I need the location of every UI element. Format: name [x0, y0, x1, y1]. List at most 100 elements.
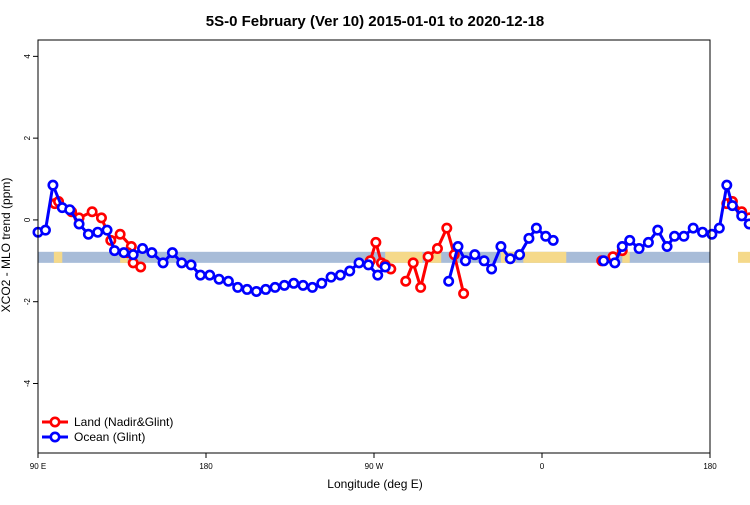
series-1-point	[204, 269, 216, 281]
series-0-point	[95, 212, 107, 224]
band-land-3	[428, 251, 442, 263]
band-land-7	[738, 251, 750, 263]
series-1-point	[642, 236, 654, 248]
series-1-point	[118, 247, 130, 259]
series-1-point	[661, 241, 673, 253]
y-tick-label-0: -4	[23, 379, 32, 387]
series-1-point	[157, 257, 169, 269]
series-1-point	[334, 269, 346, 281]
series-1-point	[736, 210, 748, 222]
y-tick-label-4: 4	[23, 54, 32, 59]
series-1-point	[609, 257, 621, 269]
series-1-point	[146, 247, 158, 259]
x-tick-label-0: 90 E	[30, 462, 46, 471]
series-1-point	[678, 230, 690, 242]
series-1-point	[362, 259, 374, 271]
series-1-point	[137, 243, 149, 255]
series-1-point	[372, 269, 384, 281]
series-1-point	[452, 241, 464, 253]
series-1-point	[726, 200, 738, 212]
series-1-point	[495, 241, 507, 253]
series-1-point	[379, 261, 391, 273]
x-tick-label-3: 0	[540, 462, 545, 471]
series-1-point	[514, 249, 526, 261]
series-1-point	[241, 283, 253, 295]
x-tick-label-1: 180	[199, 462, 213, 471]
series-0-point	[431, 243, 443, 255]
series-0-point	[441, 222, 453, 234]
legend-label-0: Land (Nadir&Glint)	[74, 415, 173, 429]
x-tick-label-2: 90 W	[365, 462, 384, 471]
series-0-point	[458, 288, 470, 300]
series-1-point	[669, 230, 681, 242]
series-1-line-2	[603, 183, 750, 265]
chart-title: 5S-0 February (Ver 10) 2015-01-01 to 202…	[206, 13, 545, 30]
legend: Land (Nadir&Glint)Ocean (Glint)	[42, 415, 173, 444]
series-1-point	[706, 228, 718, 240]
legend-label-1: Ocean (Glint)	[74, 430, 145, 444]
series-1-point	[260, 283, 272, 295]
series-1-point	[92, 226, 104, 238]
series-1-point	[176, 257, 188, 269]
series-1-point	[194, 269, 206, 281]
series-layer	[32, 179, 750, 300]
series-1-point	[486, 263, 498, 275]
series-0-point	[135, 261, 147, 273]
series-1-point	[624, 234, 636, 246]
series-1-point	[530, 222, 542, 234]
series-1-point	[306, 281, 318, 293]
series-1-point	[652, 224, 664, 236]
x-axis-label: Longitude (deg E)	[327, 477, 422, 491]
y-tick-label-2: 0	[23, 217, 32, 222]
band-land-6	[622, 251, 630, 263]
series-0-point	[86, 206, 98, 218]
series-0-point	[370, 236, 382, 248]
series-1-point	[101, 224, 113, 236]
series-1-point	[469, 249, 481, 261]
series-1-point	[443, 275, 455, 287]
series-0-point	[415, 281, 427, 293]
legend-marker-0	[49, 416, 61, 428]
x-tick-label-4: 180	[703, 462, 717, 471]
series-1-point	[344, 265, 356, 277]
series-1-point	[353, 257, 365, 269]
series-1-point	[697, 226, 709, 238]
series-1-point	[250, 285, 262, 297]
series-1-point	[64, 204, 76, 216]
y-axis-label: XCO2 - MLO trend (ppm)	[0, 178, 13, 313]
series-1-point	[743, 218, 750, 230]
axes: 90 E 180 90 W 0 180 -4 -2 0 2 4	[23, 54, 717, 471]
series-1-point	[82, 228, 94, 240]
y-tick-label-3: 2	[23, 135, 32, 140]
series-1-point	[288, 277, 300, 289]
series-1-point	[459, 255, 471, 267]
series-1-point	[713, 222, 725, 234]
series-0	[49, 196, 750, 300]
series-1-point	[687, 222, 699, 234]
series-0-point	[422, 251, 434, 263]
series-0-point	[114, 228, 126, 240]
series-1-point	[547, 234, 559, 246]
series-1-point	[232, 281, 244, 293]
series-1-point	[109, 245, 121, 257]
series-1-point	[166, 247, 178, 259]
series-1-point	[47, 179, 59, 191]
series-1-point	[127, 249, 139, 261]
series-1-point	[616, 241, 628, 253]
series-1-point	[222, 275, 234, 287]
series-1-point	[278, 279, 290, 291]
series-1-point	[523, 232, 535, 244]
band-land-5	[523, 251, 567, 263]
series-1-point	[325, 271, 337, 283]
band-land-2	[385, 251, 423, 263]
y-tick-label-1: -2	[23, 298, 32, 306]
series-1-point	[73, 218, 85, 230]
band-land-0	[53, 251, 63, 263]
legend-marker-1	[49, 431, 61, 443]
series-1-point	[213, 273, 225, 285]
series-1-point	[504, 253, 516, 265]
series-1-point	[478, 255, 490, 267]
series-1-point	[598, 255, 610, 267]
